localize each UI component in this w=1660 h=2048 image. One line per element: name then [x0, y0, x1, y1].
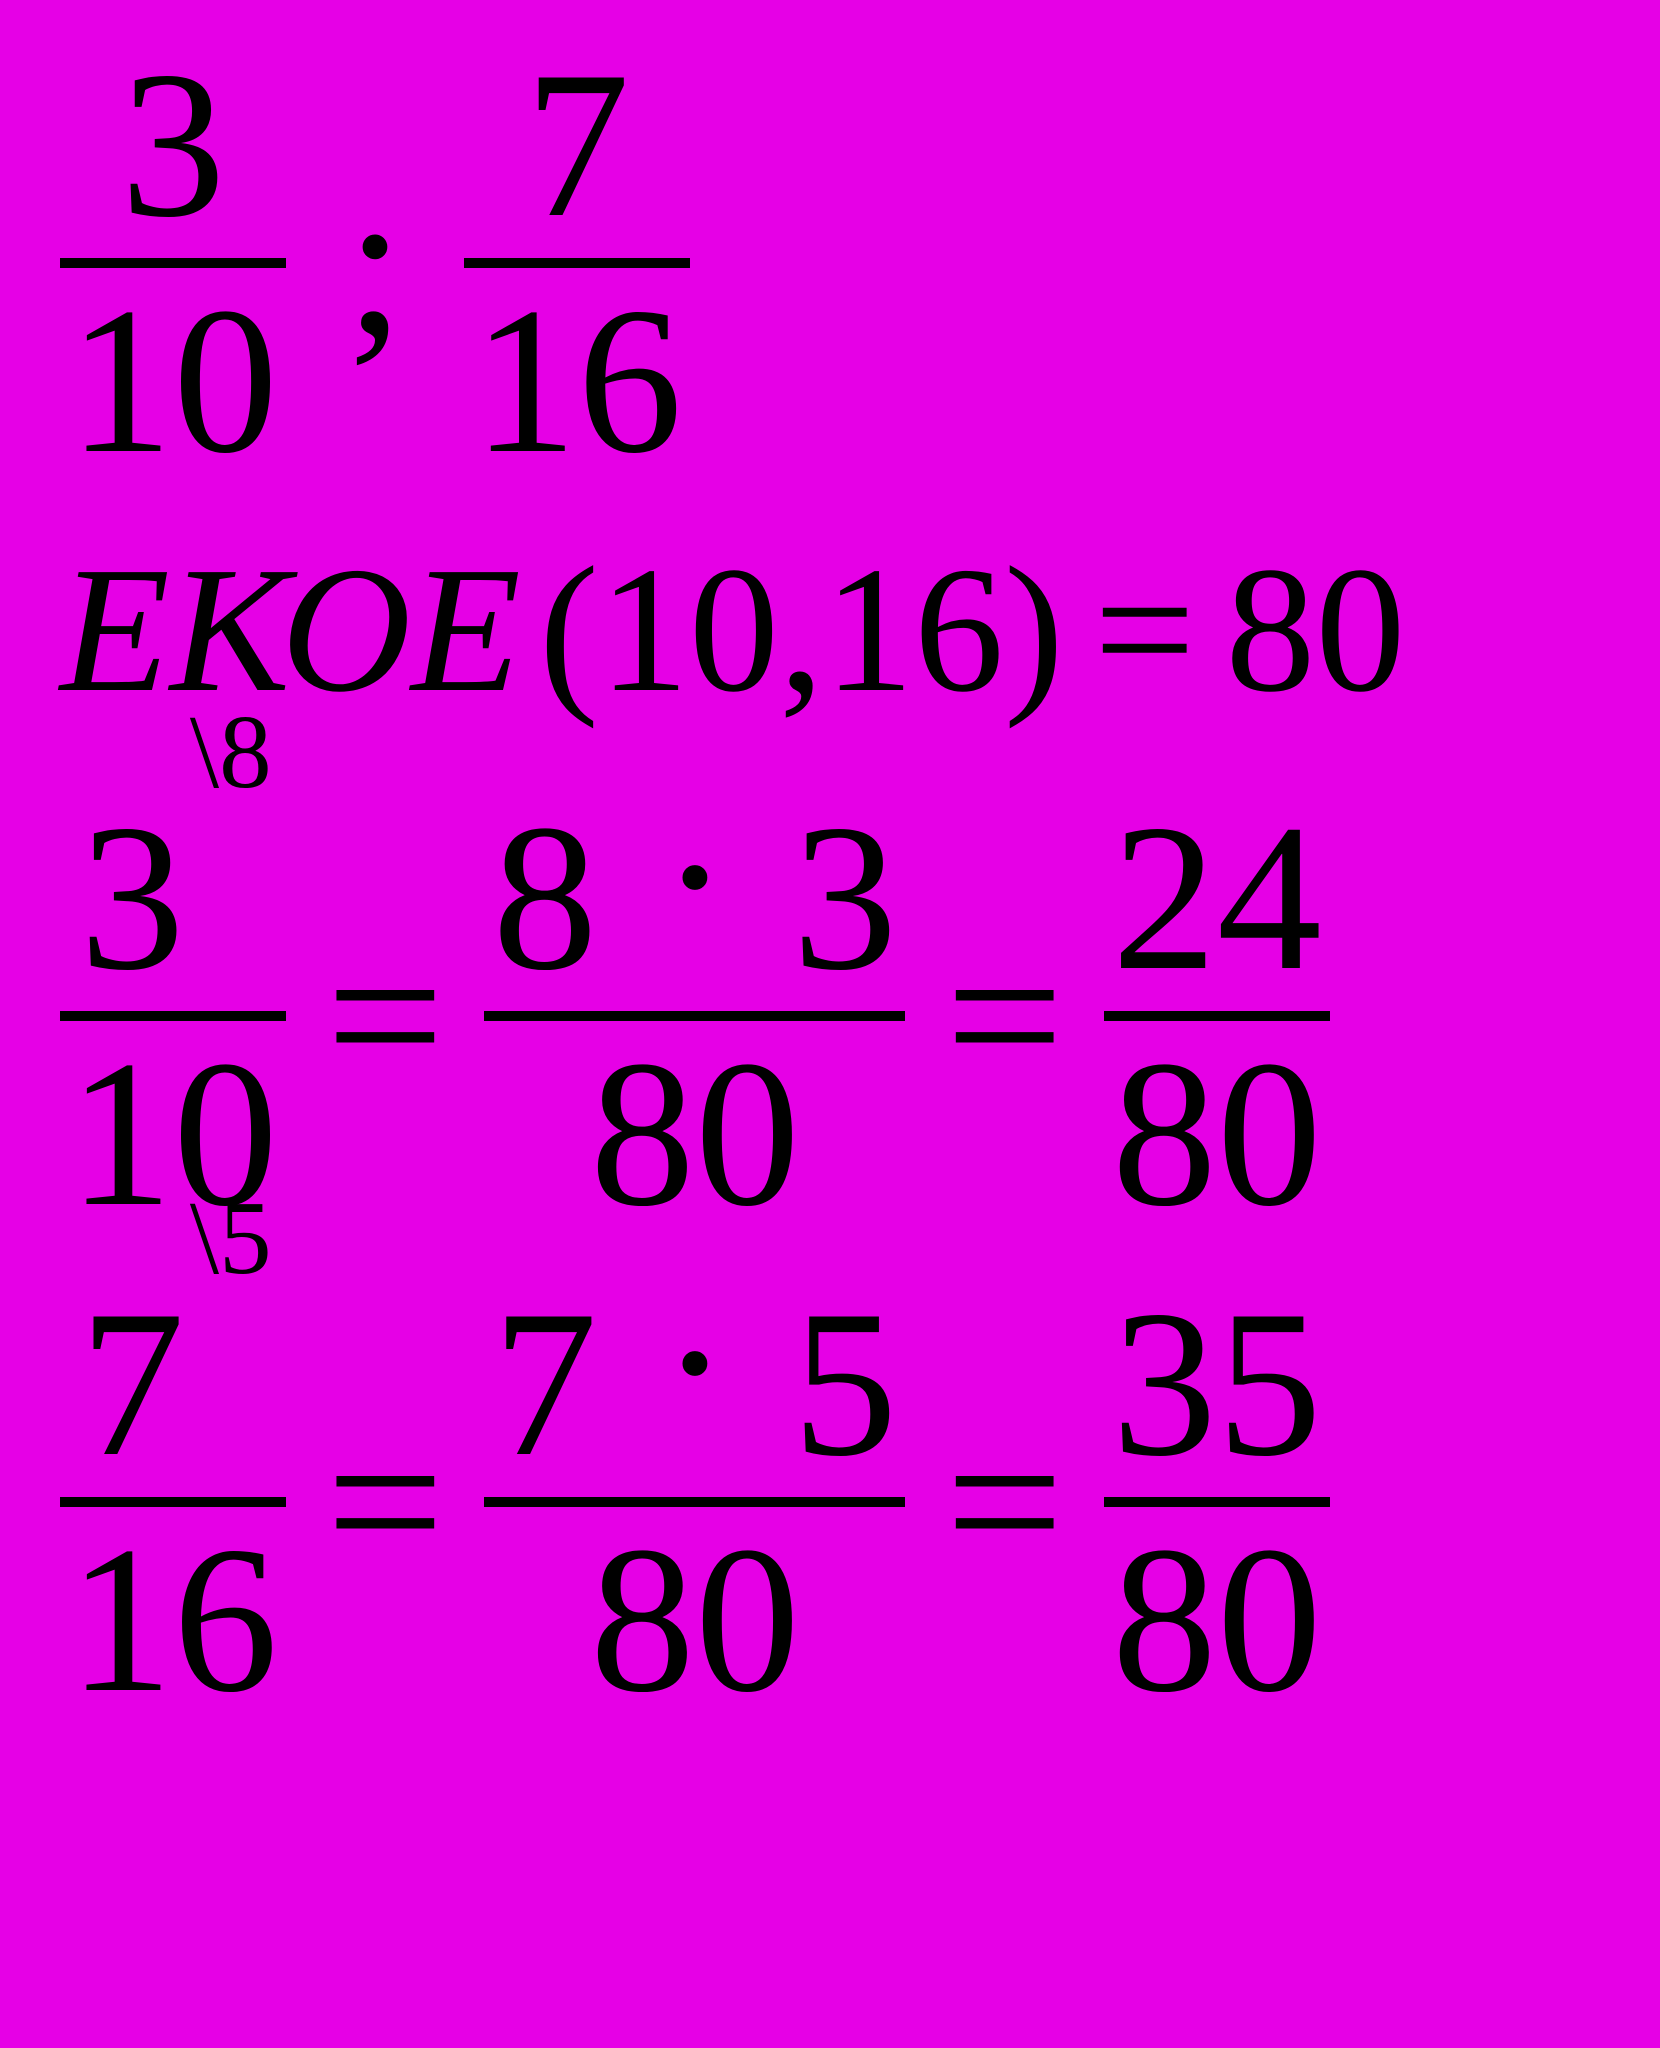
- equals-sign: =: [1094, 526, 1196, 733]
- conversion-line-2: 7 \5 16 = 7 · 5 80 = 35 80: [60, 1279, 1600, 1725]
- factor-left: 8: [492, 782, 597, 1014]
- numerator-product: 7 · 5: [484, 1279, 905, 1489]
- equals-sign: =: [945, 896, 1063, 1137]
- numerator-with-multiplier: 3 \8: [72, 793, 275, 1003]
- fraction-pair-line: 3 10 ; 7 16: [60, 40, 1600, 486]
- fraction-8x3-over-80: 8 · 3 80: [484, 793, 905, 1239]
- multiplier-superscript: \5: [190, 1185, 272, 1290]
- fraction-3-over-10: 3 10: [60, 40, 286, 486]
- denominator: 16: [464, 276, 690, 486]
- separator-semicolon: ;: [346, 143, 404, 384]
- fraction-7-over-16: 7 16: [464, 40, 690, 486]
- fraction-24-over-80: 24 80: [1104, 793, 1330, 1239]
- numerator: 24: [1104, 793, 1330, 1003]
- fraction-3-over-10-annotated: 3 \8 10: [60, 793, 286, 1239]
- denominator: 80: [582, 1029, 808, 1239]
- multiplication-dot: ·: [660, 1247, 730, 1479]
- denominator: 10: [60, 276, 286, 486]
- factor-left: 7: [492, 1268, 597, 1500]
- numerator-with-multiplier: 7 \5: [72, 1279, 275, 1489]
- equals-sign: =: [326, 1382, 444, 1623]
- lcm-value: 80: [1225, 526, 1405, 733]
- numerator: 3: [113, 40, 234, 250]
- fraction-35-over-80: 35 80: [1104, 1279, 1330, 1725]
- denominator: 80: [1104, 1029, 1330, 1239]
- factor-right: 5: [792, 1268, 897, 1500]
- lcm-line: ЕКОЕ (10,16) = 80: [60, 526, 1600, 733]
- numerator: 7: [517, 40, 638, 250]
- denominator: 80: [582, 1515, 808, 1725]
- factor-right: 3: [792, 782, 897, 1014]
- numerator-value: 3: [80, 793, 185, 1003]
- denominator: 80: [1104, 1515, 1330, 1725]
- denominator: 16: [60, 1515, 286, 1725]
- numerator: 35: [1104, 1279, 1330, 1489]
- fraction-7-over-16-annotated: 7 \5 16: [60, 1279, 286, 1725]
- fraction-7x5-over-80: 7 · 5 80: [484, 1279, 905, 1725]
- equals-sign: =: [326, 896, 444, 1137]
- multiplication-dot: ·: [660, 761, 730, 993]
- multiplier-superscript: \8: [190, 699, 272, 804]
- conversion-line-1: 3 \8 10 = 8 · 3 80 = 24 80: [60, 793, 1600, 1239]
- equals-sign: =: [945, 1382, 1063, 1623]
- lcm-args: (10,16): [539, 526, 1064, 733]
- numerator-value: 7: [80, 1279, 185, 1489]
- numerator-product: 8 · 3: [484, 793, 905, 1003]
- lcm-label: ЕКОЕ: [60, 526, 521, 733]
